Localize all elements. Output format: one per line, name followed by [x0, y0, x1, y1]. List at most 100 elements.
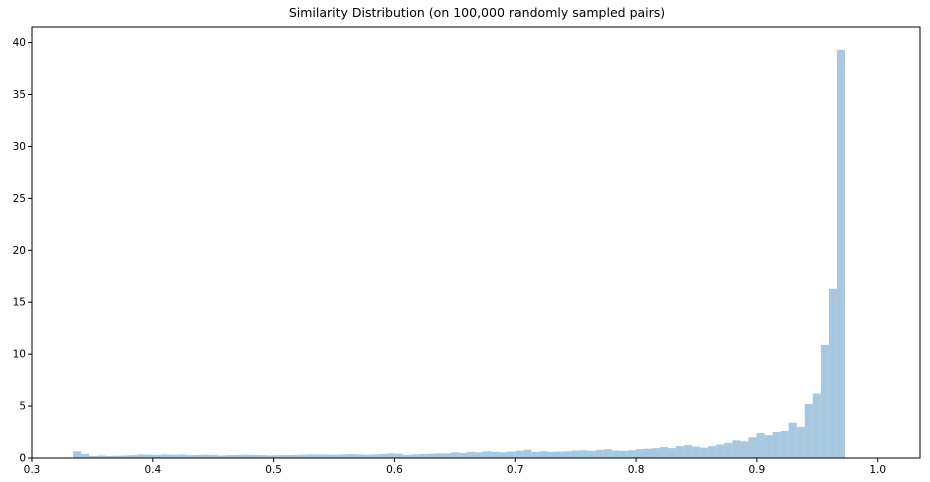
histogram-bar — [547, 451, 556, 458]
histogram-bar — [370, 454, 379, 458]
histogram-bar — [676, 446, 685, 458]
histogram-bar — [105, 455, 114, 458]
histogram-bar — [836, 49, 845, 458]
y-tick-label: 25 — [13, 193, 26, 205]
histogram-bar — [378, 453, 387, 458]
histogram-bar — [81, 453, 90, 458]
histogram-bar — [266, 455, 275, 458]
histogram-bar — [491, 451, 500, 458]
histogram-bar — [587, 450, 596, 458]
histogram-bar — [804, 404, 813, 458]
histogram-bar — [169, 454, 178, 458]
histogram-bar — [627, 450, 636, 458]
x-tick-label: 0.3 — [24, 464, 41, 476]
y-tick-label: 30 — [13, 141, 26, 153]
histogram-bar — [571, 450, 580, 458]
histogram-bar — [684, 445, 693, 458]
x-tick-label: 1.0 — [869, 464, 886, 476]
histogram-bar — [394, 453, 403, 458]
histogram-bar — [185, 455, 194, 458]
histogram-bar — [282, 455, 291, 458]
histogram-bar — [820, 344, 829, 458]
histogram-bar — [201, 454, 210, 458]
histogram-bar — [241, 454, 250, 458]
histogram-bar — [322, 454, 331, 458]
y-tick-label: 10 — [13, 349, 26, 361]
histogram-bar — [828, 288, 837, 458]
histogram-bar — [330, 454, 339, 458]
histogram-bar — [764, 435, 773, 458]
histogram-bar — [418, 453, 427, 458]
histogram-bar — [298, 454, 307, 458]
histogram-bar — [314, 454, 323, 458]
histogram-bar — [531, 451, 540, 458]
histogram-bar — [724, 442, 733, 458]
histogram-bar — [756, 433, 765, 458]
y-tick-label: 40 — [13, 37, 26, 49]
histogram-bar — [507, 451, 516, 458]
histogram-bar — [161, 454, 170, 458]
y-tick-label: 15 — [13, 297, 26, 309]
histogram-bar — [233, 454, 242, 458]
histogram-bar — [563, 451, 572, 458]
histogram-bar — [193, 454, 202, 458]
plot-frame — [31, 26, 921, 459]
histogram-bar — [812, 393, 821, 458]
histogram-bar — [209, 454, 218, 458]
histogram-bar — [643, 448, 652, 458]
histogram-bar — [362, 454, 371, 458]
x-tick-label: 0.4 — [144, 464, 161, 476]
histogram-bar — [137, 454, 146, 458]
x-tick-label: 0.5 — [265, 464, 282, 476]
histogram-bar — [635, 449, 644, 458]
histogram-bar — [410, 454, 419, 458]
histogram-bar — [539, 451, 548, 458]
axes-layer: 0.3 0.4 0.5 0.6 0.7 0.8 0.9 1.0 0 5 10 15 20 25 30 35 40 — [13, 26, 921, 476]
histogram-bar — [483, 451, 492, 458]
histogram-bar — [579, 450, 588, 458]
histogram-bar — [153, 454, 162, 458]
x-tick-label: 0.9 — [749, 464, 766, 476]
histogram-bar — [258, 455, 267, 458]
histogram-bar — [249, 454, 258, 458]
histogram-bar — [354, 454, 363, 458]
histogram-bar — [772, 432, 781, 458]
histogram-bar — [611, 450, 620, 458]
histogram-bar — [708, 446, 717, 458]
x-tick-label: 0.8 — [628, 464, 645, 476]
histogram-bar — [434, 453, 443, 458]
histogram-bar — [515, 450, 524, 458]
histogram-bar — [89, 455, 98, 458]
histogram-bar — [700, 447, 709, 458]
x-tick-label: 0.7 — [507, 464, 524, 476]
histogram-bar — [121, 455, 130, 458]
histogram-bar — [716, 444, 725, 458]
histogram-bar — [442, 453, 451, 458]
histogram-bar — [595, 449, 604, 458]
histogram-bar — [73, 451, 82, 458]
histogram-bar — [788, 422, 797, 458]
histogram-bar — [748, 437, 757, 458]
histogram-bar — [499, 452, 508, 458]
histogram-bar — [426, 453, 435, 458]
histogram-bar — [129, 455, 138, 458]
histogram-bar — [450, 452, 460, 458]
histogram-bar — [225, 455, 234, 458]
y-tick-label: 20 — [13, 245, 26, 257]
histogram-bar — [338, 454, 347, 458]
histogram-bar — [467, 451, 476, 458]
x-tick-label: 0.6 — [386, 464, 403, 476]
histogram-bar — [651, 448, 661, 458]
histogram-bar — [523, 449, 532, 458]
histogram-bar — [306, 454, 315, 458]
histogram-bar — [145, 454, 154, 458]
histogram-bar — [386, 453, 395, 458]
histogram-bar — [274, 455, 283, 458]
histogram-bar — [668, 448, 677, 458]
histogram-bar — [619, 450, 628, 458]
histogram-bar — [740, 441, 749, 458]
histogram-bar — [459, 452, 468, 458]
histogram-bar — [290, 454, 299, 458]
y-tick-label: 5 — [19, 401, 26, 413]
